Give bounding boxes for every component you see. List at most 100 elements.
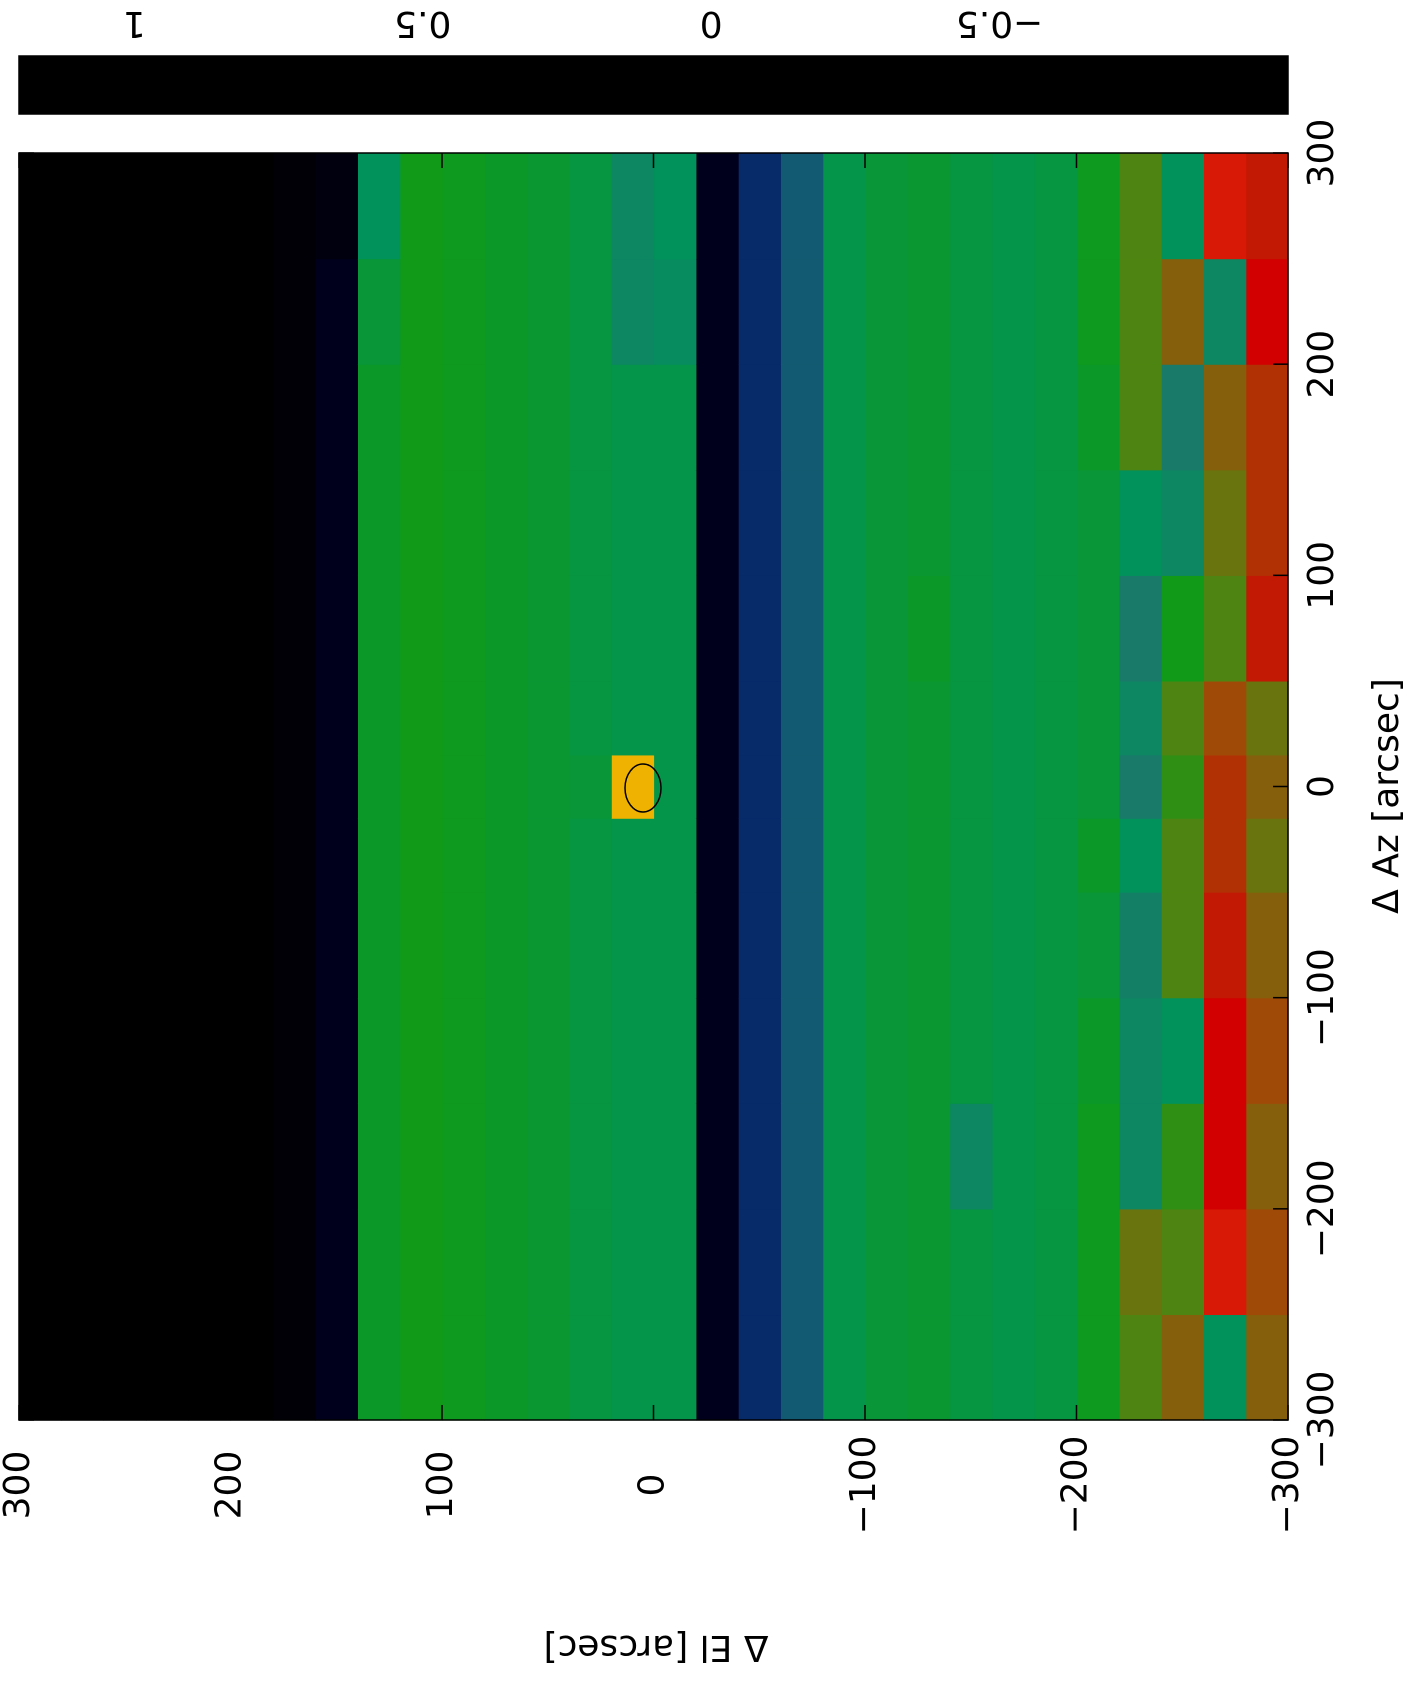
heatmap-cell <box>1034 1103 1078 1210</box>
heatmap-cell <box>19 997 62 1104</box>
heatmap-cell <box>907 575 951 682</box>
heatmap-cell <box>399 1208 443 1316</box>
heatmap-cell <box>1076 818 1120 893</box>
heatmap-cell <box>230 1103 274 1210</box>
y-tick-label: 0 <box>632 1474 673 1497</box>
heatmap-cell <box>865 997 908 1104</box>
heatmap-cell <box>568 997 612 1104</box>
heatmap-cell <box>822 364 866 471</box>
heatmap-cell <box>695 258 739 365</box>
heatmap-cell <box>1245 1103 1289 1210</box>
heatmap-cell <box>230 680 274 756</box>
heatmap-cell <box>145 364 189 471</box>
heatmap-cell <box>611 892 655 999</box>
heatmap-cell <box>315 153 358 260</box>
heatmap-cell <box>188 153 232 260</box>
heatmap-cell <box>568 754 612 819</box>
heatmap-cell <box>103 818 147 893</box>
heatmap-cell <box>949 153 993 260</box>
heatmap-cell <box>399 1314 443 1421</box>
heatmap-cell <box>315 818 358 893</box>
heatmap-cell <box>357 892 401 999</box>
heatmap-cell <box>1161 997 1204 1104</box>
heatmap-cell <box>1034 1208 1078 1316</box>
heatmap-cell <box>188 818 232 893</box>
heatmap-cell <box>357 818 401 893</box>
heatmap-cell <box>695 997 739 1104</box>
heatmap-cell <box>526 469 570 576</box>
heatmap-cell <box>1118 1103 1162 1210</box>
heatmap-cell <box>865 364 908 471</box>
heatmap-cell <box>103 997 147 1104</box>
heatmap-cell <box>822 469 866 576</box>
heatmap-cell <box>272 364 316 471</box>
heatmap-cell <box>442 997 485 1104</box>
heatmap-cell <box>484 680 528 756</box>
heatmap-cell <box>526 1208 570 1316</box>
heatmap-cell <box>272 892 316 999</box>
heatmap-cell <box>611 1103 655 1210</box>
heatmap-cell <box>61 1103 105 1210</box>
heatmap-cell <box>399 1103 443 1210</box>
heatmap-cell <box>103 575 147 682</box>
heatmap-cell <box>991 892 1035 999</box>
heatmap-cell <box>1161 258 1204 365</box>
heatmap-cell <box>272 575 316 682</box>
heatmap-cell <box>1034 892 1078 999</box>
heatmap-cell <box>1076 575 1120 682</box>
heatmap-cell <box>145 1208 189 1316</box>
heatmap-cell <box>907 997 951 1104</box>
heatmap-cell <box>865 153 908 260</box>
heatmap-cell <box>991 754 1035 819</box>
heatmap-cell <box>315 754 358 819</box>
heatmap-cell <box>357 1314 401 1421</box>
heatmap-cell <box>526 818 570 893</box>
heatmap-cell <box>272 469 316 576</box>
heatmap-cell <box>907 1103 951 1210</box>
heatmap-cell <box>145 892 189 999</box>
heatmap-cell <box>653 153 697 260</box>
heatmap-cell <box>1161 754 1204 819</box>
heatmap-cell <box>188 997 232 1104</box>
heatmap-cell <box>188 1208 232 1316</box>
heatmap-cell <box>61 258 105 365</box>
heatmap-cell <box>907 153 951 260</box>
heatmap-cell <box>738 1208 781 1316</box>
heatmap-cell <box>1118 892 1162 999</box>
heatmap-cell <box>526 575 570 682</box>
heatmap-cell <box>695 1314 739 1421</box>
heatmap-cell <box>907 892 951 999</box>
heatmap-cell <box>568 364 612 471</box>
x-tick-label: 0 <box>1301 775 1342 798</box>
heatmap-cell <box>315 997 358 1104</box>
heatmap-cell <box>822 997 866 1104</box>
heatmap-cell <box>780 997 824 1104</box>
heatmap-cell <box>653 258 697 365</box>
heatmap-cell <box>19 1103 62 1210</box>
heatmap-cell <box>568 258 612 365</box>
heatmap-cell <box>738 1103 781 1210</box>
heatmap-cell <box>738 892 781 999</box>
heatmap-cell <box>780 469 824 576</box>
heatmap-cell <box>1076 1314 1120 1421</box>
heatmap-cell <box>442 364 485 471</box>
heatmap-cell <box>1203 469 1247 576</box>
heatmap-cell <box>230 754 274 819</box>
heatmap-cell <box>19 818 62 893</box>
heatmap-cell <box>315 680 358 756</box>
heatmap-cell <box>653 1208 697 1316</box>
heatmap-cell <box>907 818 951 893</box>
heatmap-cell <box>991 818 1035 893</box>
heatmap-cell <box>442 153 485 260</box>
heatmap-cell <box>695 469 739 576</box>
heatmap-cell <box>865 680 908 756</box>
heatmap-cell <box>188 364 232 471</box>
heatmap-cell <box>991 680 1035 756</box>
heatmap-cell <box>1076 1103 1120 1210</box>
heatmap-cell <box>822 1208 866 1316</box>
heatmap-cell <box>611 1314 655 1421</box>
heatmap-cell <box>1076 1208 1120 1316</box>
heatmap-cell <box>315 575 358 682</box>
heatmap-cell <box>1245 364 1289 471</box>
